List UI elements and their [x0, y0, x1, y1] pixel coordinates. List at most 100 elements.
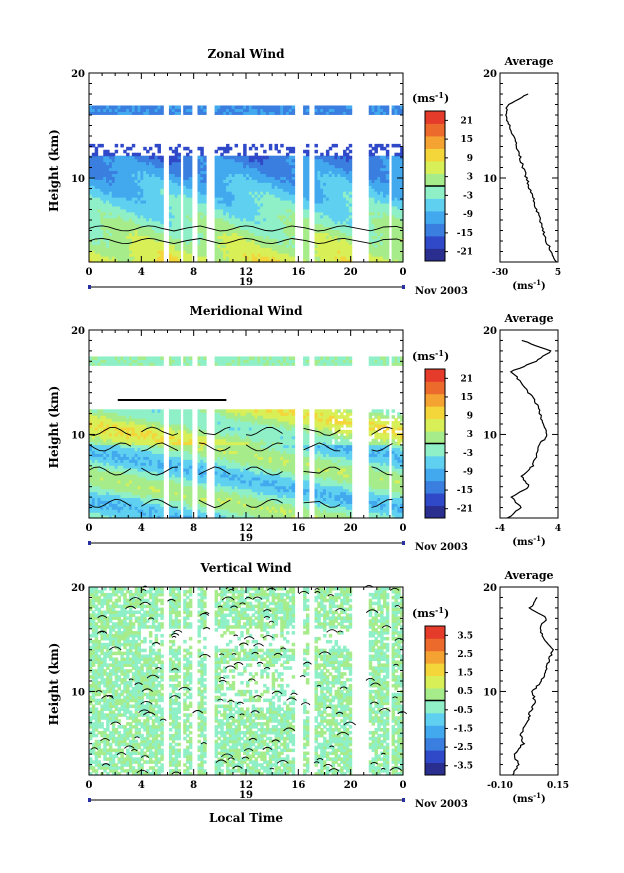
heatmap-cell: [171, 421, 176, 425]
heatmap-cell: [123, 197, 127, 201]
heatmap-cell: [106, 111, 110, 115]
heatmap-cell: [391, 191, 396, 195]
heatmap-cell: [394, 197, 398, 201]
heatmap-cell: [317, 164, 321, 169]
heatmap-cell: [320, 217, 324, 222]
heatmap-cell: [151, 208, 156, 213]
heatmap-cell: [174, 182, 179, 186]
heatmap-cell: [314, 194, 318, 198]
heatmap-cell: [137, 450, 141, 454]
heatmap-cell: [114, 447, 119, 452]
heatmap-cell: [134, 167, 139, 172]
heatmap-cell: [391, 202, 396, 207]
heatmap-cell: [111, 447, 116, 452]
heatmap-cell: [111, 512, 116, 516]
heatmap-cell: [334, 173, 338, 177]
heatmap-cell: [314, 108, 318, 112]
heatmap-cell: [94, 146, 99, 151]
heatmap-cell: [260, 211, 264, 216]
heatmap-cell: [271, 235, 276, 239]
heatmap-cell: [237, 179, 241, 183]
heatmap-cell: [200, 188, 204, 192]
heatmap-cell: [257, 244, 261, 248]
heatmap-cell: [154, 435, 159, 440]
heatmap-cell: [368, 111, 373, 115]
heatmap-cell: [100, 476, 104, 481]
heatmap-cell: [320, 191, 324, 195]
heatmap-cell: [131, 217, 136, 222]
heatmap-cell: [108, 232, 113, 237]
heatmap-cell: [148, 161, 153, 166]
heatmap-cell: [374, 208, 378, 213]
heatmap-cell: [223, 105, 227, 110]
heatmap-cell: [168, 226, 173, 231]
heatmap-cell: [334, 205, 338, 210]
heatmap-cell: [203, 235, 207, 239]
heatmap-cell: [223, 199, 227, 204]
heatmap-cell: [157, 191, 161, 195]
heatmap-cell: [197, 235, 201, 239]
heatmap-cell: [111, 155, 116, 160]
heatmap-cell: [274, 205, 278, 210]
heatmap-cell: [305, 256, 310, 260]
heatmap-cell: [223, 182, 227, 186]
heatmap-cell: [305, 220, 310, 225]
heatmap-cell: [394, 143, 398, 148]
heatmap-cell: [148, 503, 153, 507]
heatmap-cell: [240, 229, 244, 234]
heatmap-cell: [243, 211, 247, 216]
heatmap-cell: [343, 235, 347, 239]
heatmap-cell: [168, 176, 173, 180]
heatmap-cell: [303, 161, 307, 166]
heatmap-cell: [240, 199, 244, 204]
heatmap-cell: [177, 158, 181, 163]
heatmap-cell: [114, 202, 119, 207]
heatmap-cell: [140, 194, 144, 198]
heatmap-cell: [323, 220, 327, 225]
heatmap-cell: [400, 217, 404, 222]
heatmap-cell: [280, 250, 284, 254]
heatmap-cell: [288, 197, 293, 201]
heatmap-cell: [134, 185, 139, 189]
heatmap-cell: [280, 217, 284, 222]
heatmap-cell: [140, 506, 144, 510]
heatmap-cell: [285, 235, 290, 239]
heatmap-cell: [303, 194, 307, 198]
heatmap-cell: [120, 229, 124, 234]
heatmap-cell: [237, 173, 241, 177]
heatmap-cell: [140, 488, 144, 493]
heatmap-cell: [246, 214, 250, 219]
heatmap-cell: [134, 432, 139, 437]
heatmap-cell: [228, 241, 233, 245]
heatmap-cell: [248, 176, 253, 180]
heatmap-cell: [168, 232, 173, 237]
heatmap-cell: [123, 256, 127, 260]
heatmap-cell: [97, 185, 102, 189]
heatmap-cell: [263, 155, 267, 160]
heatmap-cell: [303, 149, 307, 154]
heatmap-cell: [305, 155, 310, 160]
heatmap-cell: [223, 179, 227, 183]
heatmap-cell: [291, 202, 296, 207]
heatmap-cell: [103, 444, 107, 449]
heatmap-cell: [268, 250, 273, 254]
heatmap-cell: [203, 199, 207, 204]
heatmap-cell: [186, 182, 190, 186]
heatmap-cell: [148, 491, 153, 496]
heatmap-cell: [168, 188, 173, 192]
heatmap-cell: [137, 485, 141, 490]
heatmap-cell: [188, 111, 193, 115]
heatmap-cell: [214, 108, 219, 112]
heatmap-cell: [254, 146, 259, 151]
heatmap-cell: [103, 473, 107, 478]
heatmap-cell: [146, 432, 150, 437]
heatmap-cell: [305, 253, 310, 257]
heatmap-cell: [137, 429, 141, 434]
heatmap-cell: [111, 421, 116, 425]
heatmap-cell: [137, 250, 141, 254]
heatmap-cell: [171, 456, 176, 460]
heatmap-cell: [114, 485, 119, 490]
heatmap-cell: [131, 229, 136, 234]
heatmap-cell: [226, 173, 230, 177]
